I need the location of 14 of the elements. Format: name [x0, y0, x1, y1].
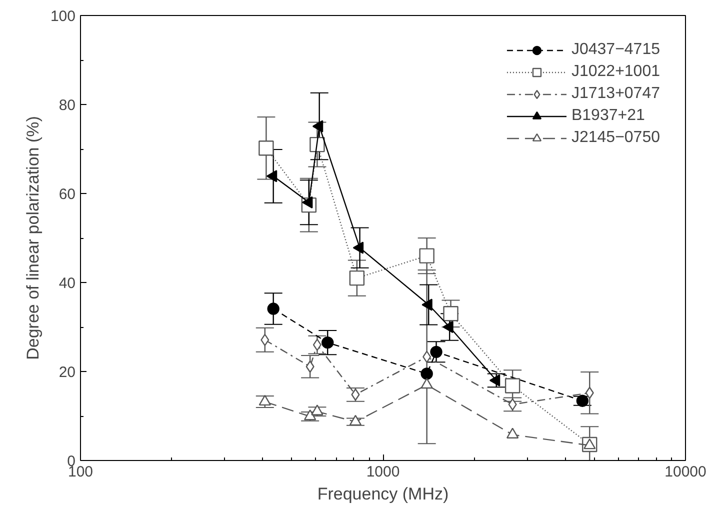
legend-label: J1022+1001 [571, 63, 660, 81]
legend-label: B1937+21 [571, 107, 645, 125]
x-tick-label: 10000 [664, 464, 706, 480]
y-tick-label: 100 [50, 8, 76, 25]
x-tick-label: 1000 [366, 464, 400, 480]
y-axis-title: Degree of linear polarization (%) [23, 116, 42, 360]
y-tick-label: 60 [58, 186, 76, 203]
legend-label: J1713+0747 [571, 85, 660, 103]
y-tick-label: 20 [58, 364, 76, 381]
legend-label: J2145−0750 [571, 129, 660, 147]
legend-label: J0437−4715 [571, 41, 660, 59]
y-tick-label: 80 [58, 97, 76, 114]
x-axis-title: Frequency (MHz) [317, 484, 449, 504]
y-tick-label: 40 [58, 275, 76, 292]
